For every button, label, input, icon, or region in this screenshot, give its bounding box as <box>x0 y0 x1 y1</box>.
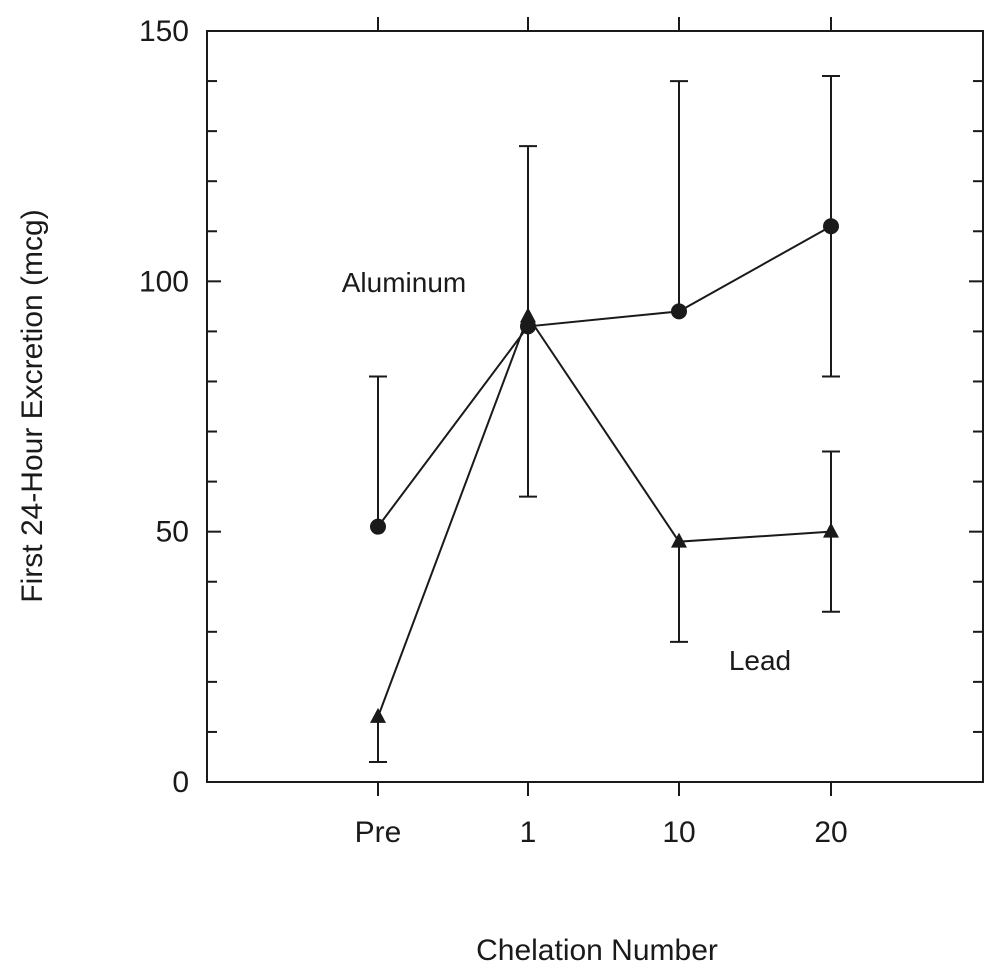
series-aluminum <box>369 75 840 535</box>
y-tick-label: 0 <box>172 766 189 799</box>
labels-layer: Aluminum Lead <box>342 267 791 676</box>
data-point <box>823 218 839 235</box>
x-axis-label: Chelation Number <box>476 934 718 967</box>
data-point <box>370 518 386 535</box>
y-tick-label: 150 <box>139 15 189 48</box>
x-tick-label: 1 <box>520 816 537 849</box>
y-tick-label: 50 <box>156 516 189 549</box>
x-axis-ticks: Pre 1 10 20 <box>355 17 848 849</box>
series-line <box>377 314 832 718</box>
y-axis-ticks: 0 50 100 150 <box>139 15 983 799</box>
data-point <box>823 522 839 538</box>
x-tick-label: 20 <box>814 816 847 849</box>
x-tick-label: Pre <box>355 816 402 849</box>
data-point <box>671 303 687 320</box>
y-axis-label: First 24-Hour Excretion (mcg) <box>16 209 49 602</box>
series-lead <box>369 307 840 763</box>
y-tick-label: 100 <box>139 265 189 298</box>
series-line <box>377 225 832 528</box>
plot-frame <box>206 30 984 783</box>
data-point <box>370 707 386 723</box>
series-layer <box>369 75 840 763</box>
data-point <box>671 532 687 548</box>
series-label-aluminum: Aluminum <box>342 267 466 298</box>
data-point <box>520 307 536 323</box>
x-tick-label: 10 <box>662 816 695 849</box>
series-label-lead: Lead <box>729 645 791 676</box>
